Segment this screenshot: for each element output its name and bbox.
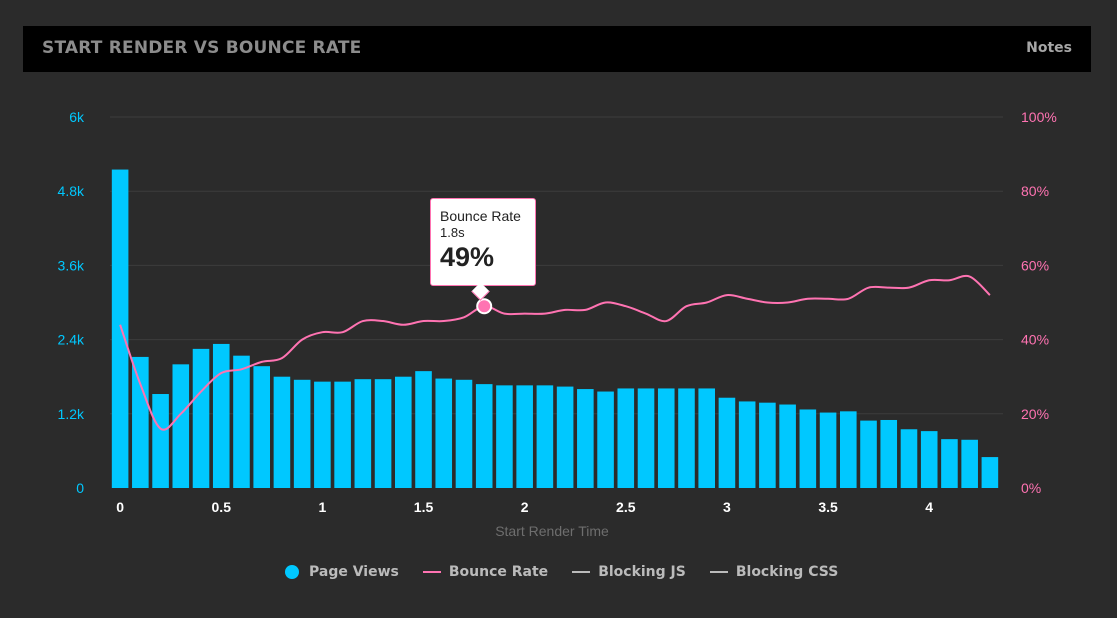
- notes-button[interactable]: Notes: [1026, 40, 1072, 56]
- blocking-css-line-icon: [709, 571, 728, 573]
- page-views-bar: [900, 429, 918, 488]
- page-views-bar: [819, 412, 837, 488]
- page-views-bar: [981, 457, 999, 488]
- y-left-tick-label: 0: [76, 480, 84, 496]
- x-tick-label: 0: [116, 499, 124, 515]
- page-views-bar: [961, 439, 978, 488]
- blocking-js-line-icon: [572, 571, 591, 573]
- x-axis-title: Start Render Time: [495, 523, 609, 539]
- y-left-tick-label: 1.2k: [58, 406, 85, 422]
- legend-label: Bounce Rate: [448, 564, 549, 580]
- tooltip-label: Bounce Rate: [440, 208, 521, 224]
- y-left-tick-label: 2.4k: [58, 332, 85, 348]
- page-views-bar: [880, 419, 898, 488]
- bounce-rate-tooltip: Bounce Rate 1.8s 49%: [430, 198, 536, 286]
- page-views-bar: [395, 376, 412, 488]
- page-views-bar: [577, 389, 594, 488]
- y-right-tick-label: 80%: [1021, 183, 1049, 199]
- page-views-bar: [435, 378, 453, 488]
- page-views-bar: [637, 388, 655, 488]
- page-views-bar: [698, 388, 715, 488]
- y-right-tick-label: 60%: [1021, 257, 1049, 273]
- page-views-bar: [718, 397, 736, 488]
- page-views-bar: [840, 411, 857, 488]
- y-right-tick-label: 100%: [1021, 109, 1057, 125]
- bounce-rate-line: [119, 274, 991, 431]
- x-tick-label: 3.5: [818, 499, 838, 515]
- page-views-bar: [111, 169, 129, 488]
- page-views-bar: [941, 439, 958, 488]
- legend-label: Blocking JS: [598, 564, 686, 580]
- chart-header: START RENDER VS BOUNCE RATE Notes: [23, 26, 1091, 72]
- page-views-bar: [354, 379, 372, 488]
- x-tick-label: 1: [318, 499, 326, 515]
- chart-title: START RENDER VS BOUNCE RATE: [42, 38, 362, 58]
- legend-label: Blocking CSS: [735, 564, 839, 580]
- x-tick-label: 2: [521, 499, 529, 515]
- page-views-bar: [293, 379, 311, 488]
- y-right-tick-label: 40%: [1021, 332, 1049, 348]
- bounce-rate-highlight-point: [476, 298, 493, 315]
- tooltip-value: 49%: [440, 242, 495, 272]
- y-right-tick-label: 20%: [1021, 406, 1049, 422]
- x-tick-label: 3: [723, 499, 731, 515]
- page-views-bar: [233, 355, 250, 488]
- legend-item-bounce-rate[interactable]: Bounce Rate: [422, 564, 549, 580]
- page-views-bar: [374, 379, 392, 488]
- x-tick-label: 4: [925, 499, 933, 515]
- legend-label: Page Views: [309, 564, 399, 580]
- page-views-bar: [253, 366, 270, 488]
- legend-item-blocking-js[interactable]: Blocking JS: [572, 564, 686, 580]
- chart-legend: Page Views Bounce Rate Blocking JS Block…: [285, 562, 862, 582]
- y-right-tick-label: 0%: [1021, 480, 1041, 496]
- page-views-bar: [860, 420, 877, 488]
- legend-item-page-views[interactable]: Page Views: [285, 564, 399, 580]
- page-views-bar: [314, 381, 331, 488]
- y-left-tick-label: 3.6k: [58, 257, 85, 273]
- y-left-tick-label: 6k: [69, 109, 85, 125]
- page-views-bar: [212, 343, 230, 488]
- page-views-bar: [334, 381, 351, 488]
- page-views-bar: [657, 388, 675, 488]
- page-views-bar: [738, 401, 756, 488]
- page-views-bar: [415, 371, 432, 488]
- page-views-bar: [516, 385, 533, 488]
- x-tick-label: 1.5: [414, 499, 434, 515]
- tooltip-time: 1.8s: [440, 225, 465, 240]
- page-views-bar: [759, 402, 776, 488]
- bounce-rate-line-icon: [422, 571, 441, 573]
- page-views-bar: [556, 386, 574, 488]
- page-views-bar: [597, 391, 614, 488]
- page-views-bar: [475, 384, 493, 488]
- page-views-bar: [779, 404, 796, 488]
- page-views-bar: [617, 388, 635, 488]
- x-tick-label: 0.5: [212, 499, 232, 515]
- page-views-bar: [496, 385, 513, 488]
- page-views-bar: [152, 394, 169, 488]
- page-views-dot-icon: [285, 565, 299, 579]
- page-views-bar: [132, 356, 149, 488]
- legend-item-blocking-css[interactable]: Blocking CSS: [709, 564, 839, 580]
- y-left-tick-label: 4.8k: [58, 183, 85, 199]
- page-views-bar: [172, 364, 190, 488]
- page-views-bar: [192, 348, 210, 488]
- page-views-bar: [678, 388, 695, 488]
- page-views-bar: [455, 379, 473, 488]
- page-views-bar: [536, 385, 554, 488]
- page-views-bar: [920, 431, 938, 488]
- x-tick-label: 2.5: [616, 499, 636, 515]
- page-views-bar: [273, 376, 291, 488]
- page-views-bar: [799, 409, 817, 488]
